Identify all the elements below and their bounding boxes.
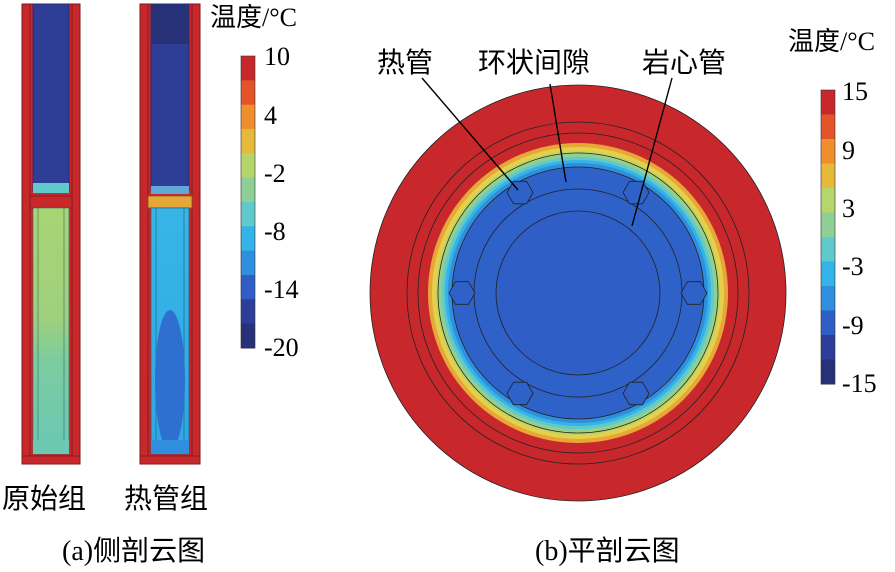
legend-color-swatch — [821, 359, 835, 385]
left-legend-tick: -8 — [264, 217, 286, 246]
legend-colorbar-border — [240, 55, 256, 349]
right-legend-tick: -3 — [842, 252, 864, 281]
heat-pipe-hexagon — [506, 180, 534, 205]
legend-color-swatch — [821, 188, 835, 213]
right-legend-tick: -9 — [842, 311, 864, 340]
label-original-group: 原始组 — [2, 483, 86, 515]
left-legend-tick: -20 — [264, 333, 299, 362]
left-legend-tick: -14 — [264, 275, 299, 304]
right-legend-colorbar — [820, 89, 836, 385]
legend-color-swatch — [821, 90, 835, 115]
legend-color-swatch — [821, 237, 835, 262]
legend-color-swatch — [241, 129, 255, 154]
legend-color-swatch — [241, 202, 255, 227]
left-legend-title: 温度/°C — [210, 3, 297, 32]
right-legend-tick: 9 — [842, 136, 855, 165]
legend-color-swatch — [821, 139, 835, 164]
legend-color-swatch — [821, 286, 835, 311]
legend-color-swatch — [821, 163, 835, 189]
heat-pipe-hexagon — [506, 381, 534, 406]
right-legend-tick: 3 — [842, 194, 855, 223]
right-legend-tick: 15 — [842, 77, 868, 106]
legend-color-swatch — [241, 299, 255, 325]
annotation-core-tube: 岩心管 — [642, 47, 726, 79]
column-heatpipe — [139, 3, 201, 465]
heat-pipe-hexagon — [448, 281, 476, 305]
legend-color-swatch — [821, 114, 835, 140]
legend-color-swatch — [821, 261, 835, 287]
legend-color-swatch — [821, 212, 835, 238]
left-caption: (a)侧剖云图 — [62, 535, 205, 567]
legend-color-swatch — [241, 226, 255, 252]
label-heatpipe-group: 热管组 — [124, 483, 208, 515]
left-legend-tick: 10 — [264, 42, 290, 71]
legend-color-swatch — [241, 80, 255, 106]
legend-color-swatch — [241, 177, 255, 203]
legend-color-swatch — [821, 310, 835, 336]
left-legend-tick: -2 — [264, 159, 286, 188]
right-legend-tick: -15 — [842, 369, 877, 398]
right-caption: (b)平剖云图 — [535, 535, 680, 567]
legend-color-swatch — [241, 104, 255, 130]
legend-color-swatch — [241, 323, 255, 349]
legend-color-swatch — [241, 250, 255, 276]
right-legend-title: 温度/°C — [788, 27, 875, 56]
legend-color-swatch — [241, 153, 255, 179]
heat-pipe-hexagon — [622, 381, 650, 406]
legend-color-swatch — [241, 56, 255, 81]
plan-section — [369, 84, 787, 502]
legend-color-swatch — [821, 335, 835, 360]
left-legend-colorbar — [240, 55, 256, 349]
annotation-heatpipe: 热管 — [377, 47, 433, 79]
annotation-leaders — [421, 77, 673, 227]
left-legend-tick: 4 — [264, 101, 277, 130]
heat-pipe-hexagon — [680, 281, 708, 305]
column-original — [21, 3, 81, 465]
annotation-annulus: 环状间隙 — [478, 47, 590, 79]
legend-color-swatch — [241, 275, 255, 300]
legend-colorbar-border — [820, 89, 836, 385]
